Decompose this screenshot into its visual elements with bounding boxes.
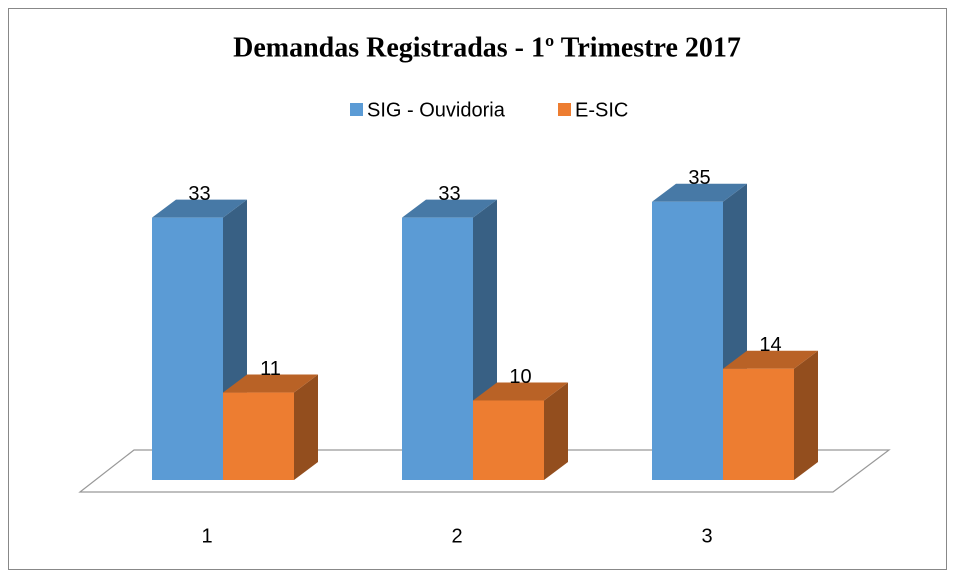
- bar-top: [223, 374, 318, 393]
- x-tick-label: 2: [451, 525, 462, 547]
- bar-side: [294, 374, 318, 480]
- data-label: 35: [688, 167, 710, 189]
- bar-top: [723, 350, 818, 369]
- bar: [223, 392, 294, 480]
- bar: [402, 217, 473, 480]
- bar-top: [652, 183, 747, 202]
- bar-top: [152, 199, 247, 218]
- bar: [652, 201, 723, 480]
- bar-side: [544, 382, 568, 480]
- x-tick-label: 1: [201, 525, 212, 547]
- bar-side: [794, 350, 818, 480]
- chart-title: Demandas Registradas - 1º Trimestre 2017: [233, 32, 741, 63]
- data-label: 10: [509, 366, 531, 388]
- x-tick-label: 3: [701, 525, 712, 547]
- data-label: 33: [438, 183, 460, 205]
- legend-label: SIG - Ouvidoria: [367, 99, 506, 121]
- bar-top: [473, 382, 568, 401]
- legend-label: E-SIC: [575, 99, 628, 121]
- bar-top: [402, 199, 497, 218]
- data-label: 33: [188, 183, 210, 205]
- legend-swatch: [558, 103, 571, 116]
- bar: [473, 400, 544, 480]
- bar: [152, 217, 223, 480]
- bar: [723, 368, 794, 480]
- legend-swatch: [350, 103, 363, 116]
- data-label: 14: [759, 334, 781, 356]
- data-label: 11: [260, 358, 281, 380]
